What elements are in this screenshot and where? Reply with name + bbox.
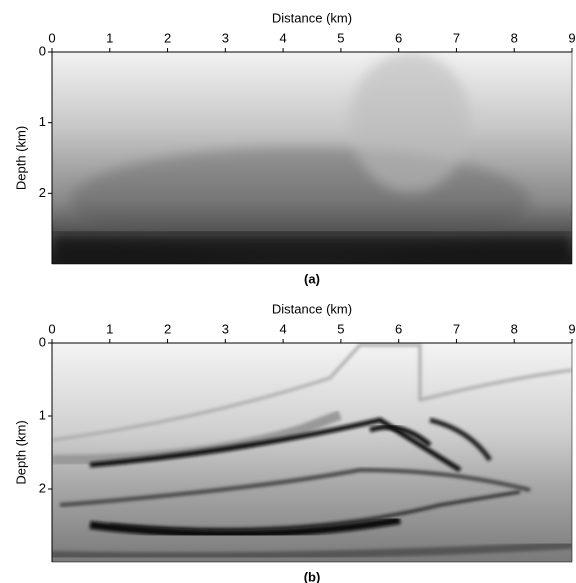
x-tick-label: 1	[106, 321, 113, 336]
seismic-image	[52, 343, 572, 562]
x-tick-label: 3	[222, 30, 229, 45]
seismic-image	[52, 52, 572, 264]
image-texture	[350, 52, 470, 192]
x-tick-label: 3	[222, 321, 229, 336]
x-tick-label: 9	[568, 30, 575, 45]
y-axis-label: Depth (km)	[13, 420, 28, 484]
image-texture	[52, 541, 572, 561]
x-tick-label: 6	[395, 30, 402, 45]
image-texture	[369, 424, 432, 447]
x-tick-label: 2	[164, 30, 171, 45]
x-tick-label: 7	[453, 321, 460, 336]
image-texture	[89, 516, 401, 538]
y-axis-label: Depth (km)	[13, 126, 28, 190]
y-tick-label: 2	[39, 480, 46, 495]
x-tick-label: 4	[279, 321, 286, 336]
image-texture	[59, 467, 531, 507]
y-tick-label: 2	[39, 185, 46, 200]
y-tick-label: 1	[39, 407, 46, 422]
x-tick-label: 0	[48, 30, 55, 45]
caption: (a)	[304, 271, 320, 286]
image-texture	[52, 234, 572, 264]
x-axis-label: Distance (km)	[272, 10, 352, 25]
image-texture	[52, 343, 572, 442]
y-tick-label: 0	[39, 334, 46, 349]
x-axis-label: Distance (km)	[272, 301, 352, 316]
x-tick-label: 8	[511, 30, 518, 45]
x-tick-label: 2	[164, 321, 171, 336]
x-tick-label: 5	[337, 30, 344, 45]
x-tick-label: 1	[106, 30, 113, 45]
panel: 0 1 2 3 4 5 6 7 8 9 0 1 2 Distance (km) Depth (km) (b)	[13, 301, 575, 583]
x-tick-label: 8	[511, 321, 518, 336]
x-tick-label: 0	[48, 321, 55, 336]
panel: 0 1 2 3 4 5 6 7 8 9 0 1 2 Distance (km) Depth (km) (a)	[13, 10, 575, 286]
x-tick-label: 6	[395, 321, 402, 336]
caption: (b)	[304, 569, 321, 583]
x-tick-label: 5	[337, 321, 344, 336]
x-tick-label: 9	[568, 321, 575, 336]
image-texture	[429, 417, 493, 462]
image-texture	[89, 417, 462, 473]
image-texture	[109, 490, 521, 531]
x-tick-label: 7	[453, 30, 460, 45]
x-tick-label: 4	[279, 30, 286, 45]
y-tick-label: 1	[39, 114, 46, 129]
y-tick-label: 0	[39, 43, 46, 58]
